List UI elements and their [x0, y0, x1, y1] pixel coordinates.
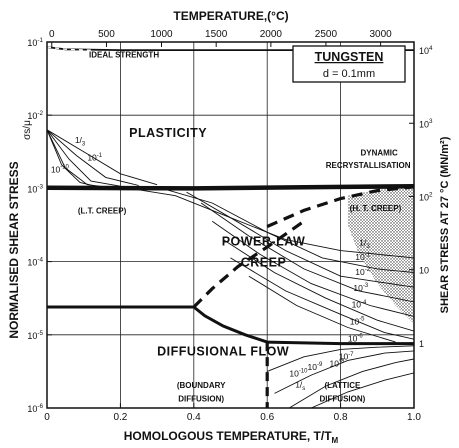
x-axis-title: HOMOLOGOUS TEMPERATURE, T/TM: [124, 429, 339, 445]
x-tick-label: 0.4: [187, 412, 201, 423]
annotation-label: RECRYSTALLISATION: [326, 161, 411, 170]
contour-line: [200, 202, 414, 303]
contour-label: 10-10: [51, 164, 70, 174]
contour-line: [211, 220, 414, 317]
contour-line: [222, 239, 414, 332]
x-tick-label: 0.8: [334, 412, 348, 423]
contour-line: [120, 186, 414, 259]
contour-line: [267, 345, 414, 372]
y-tick-label: 10-1: [27, 37, 43, 48]
top-tick-label: 1500: [205, 29, 228, 40]
y-axis-symbol: σs/μ: [22, 120, 33, 140]
contour-line: [248, 275, 396, 343]
chart-subtitle: d = 0.1mm: [323, 68, 375, 80]
contour-label: 10-1: [355, 252, 370, 262]
x-tick-label: 0.2: [113, 412, 127, 423]
diffusion-boundary-curve: [192, 305, 268, 344]
top-tick-label: 0: [49, 29, 55, 40]
contour-label: 10-10: [289, 369, 308, 379]
y-tick-label: 10-5: [27, 330, 43, 341]
right-tick-label: 10: [419, 266, 429, 276]
top-axis-title: TEMPERATURE,(°C): [173, 9, 288, 23]
x-axis-title-sub: M: [332, 436, 339, 445]
field-boundaries: [46, 46, 415, 408]
right-axis-title: SHEAR STRESS AT 27 °C (MN/m²): [439, 136, 451, 313]
y-tick-label: 10-3: [27, 183, 43, 194]
contour-line: [47, 129, 121, 187]
x-axis-ticks: 0 0.2 0.4 0.6 0.8 1.0: [44, 403, 421, 423]
region-label: DIFFUSIONAL FLOW: [157, 344, 289, 358]
chart-title: TUNGSTEN: [315, 50, 384, 64]
plasticity-boundary: [46, 183, 415, 191]
region-labels: PLASTICITY POWER-LAW CREEP DIFFUSIONAL FLOW: [129, 126, 305, 358]
contour-line: [47, 129, 158, 186]
annotation-label: (L.T. CREEP): [78, 206, 127, 215]
contour-label: 10-7: [339, 352, 354, 362]
contour-labels: 1/310-110-101/310-110-210-310-410-510-61…: [51, 135, 371, 392]
annotations: IDEAL STRENGTH DYNAMIC RECRYSTALLISATION (L…: [78, 50, 411, 403]
top-tick-label: 3000: [369, 29, 392, 40]
right-tick-label: 104: [419, 45, 433, 56]
contour-line: [311, 372, 414, 408]
diffusion-boundary-right: [267, 340, 414, 346]
y-axis-title: NORMALISED SHEAR STRESS: [7, 161, 21, 338]
creep-diffusion-boundary: [192, 219, 305, 309]
x-tick-label: 0: [44, 412, 50, 423]
annotation-label: (H. T. CREEP): [350, 204, 402, 213]
top-tick-label: 1000: [150, 29, 173, 40]
ideal-strength-dash: [46, 46, 92, 51]
region-label: POWER-LAW: [222, 234, 306, 248]
hatched-area: [347, 186, 414, 324]
annotation-label: (LATTICE: [325, 381, 362, 390]
right-tick-label: 102: [419, 191, 433, 202]
strain-rate-contours: [47, 129, 414, 408]
annotation-label: IDEAL STRENGTH: [89, 50, 159, 59]
contour-label: 10-5: [350, 317, 365, 327]
plot-frame: [46, 41, 415, 409]
annotation-label: DIFFUSION): [178, 394, 224, 403]
top-tick-label: 2500: [315, 29, 338, 40]
contour-label: 10-2: [355, 267, 370, 277]
contour-label: 10-8: [330, 358, 345, 368]
contour-line: [274, 350, 414, 394]
contour-label: 1/3: [75, 135, 86, 148]
contour-label: 1/3: [359, 237, 370, 250]
contour-line: [156, 186, 414, 274]
annotation-label: (BOUNDARY: [177, 381, 226, 390]
y-tick-label: 10-6: [27, 403, 43, 414]
top-tick-label: 2000: [260, 29, 283, 40]
region-label: CREEP: [241, 256, 287, 270]
x-tick-label: 1.0: [407, 412, 421, 423]
right-tick-label: 1: [419, 339, 424, 349]
title-box: [292, 45, 406, 83]
contour-label: 10-6: [348, 333, 363, 343]
contour-line: [288, 358, 414, 408]
region-label: PLASTICITY: [129, 126, 207, 140]
top-tick-label: 500: [98, 29, 115, 40]
contour-line: [186, 191, 414, 288]
contour-label: 1/s: [295, 380, 305, 393]
annotation-label: DYNAMIC: [360, 148, 398, 157]
y-tick-label: 10-4: [27, 257, 43, 268]
contour-label: 10-3: [353, 283, 368, 293]
contour-label: 10-9: [308, 362, 323, 372]
recrystallisation-boundary: [266, 185, 415, 228]
y-axis-ticks: 10-1 10-2 10-3 10-4 10-5 10-6: [27, 37, 52, 414]
hatched-region: [347, 186, 414, 324]
contour-line: [230, 257, 414, 340]
annotation-label: DIFFUSION): [320, 394, 366, 403]
right-tick-label: 103: [419, 118, 433, 129]
y-tick-label: 10-2: [27, 110, 43, 121]
contour-line: [47, 129, 139, 186]
contour-label: 10-4: [352, 300, 367, 310]
x-tick-label: 0.6: [260, 412, 274, 423]
contour-label: 10-1: [87, 153, 102, 163]
ideal-strength-line: [46, 46, 414, 51]
svg-text:HOMOLOGOUS TEMPERATURE, T/TM: HOMOLOGOUS TEMPERATURE, T/TM: [124, 429, 339, 445]
x-axis-title-text: HOMOLOGOUS TEMPERATURE, T/T: [124, 429, 332, 443]
